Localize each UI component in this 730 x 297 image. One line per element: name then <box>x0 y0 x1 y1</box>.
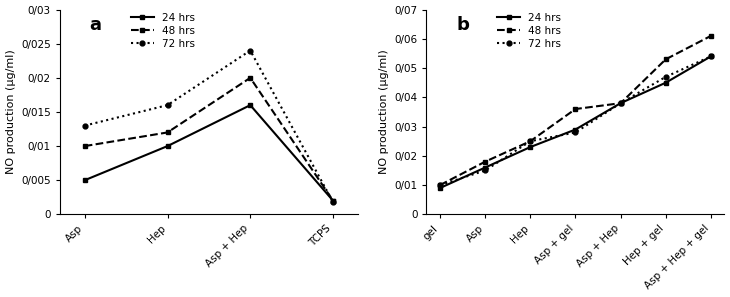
Line: 24 hrs: 24 hrs <box>437 54 713 190</box>
48 hrs <box>80 144 89 148</box>
Legend: 24 hrs, 48 hrs, 72 hrs: 24 hrs, 48 hrs, 72 hrs <box>131 13 195 49</box>
72 hrs <box>526 139 534 143</box>
Line: 24 hrs: 24 hrs <box>82 103 336 203</box>
72 hrs <box>571 131 580 134</box>
48 hrs <box>246 76 255 80</box>
Y-axis label: NO production (μg/ml): NO production (μg/ml) <box>6 50 15 174</box>
24 hrs <box>616 101 625 105</box>
Text: a: a <box>90 16 101 34</box>
72 hrs <box>246 49 255 52</box>
Line: 72 hrs: 72 hrs <box>437 54 713 187</box>
24 hrs <box>246 103 255 107</box>
48 hrs <box>328 199 337 203</box>
72 hrs <box>481 169 490 172</box>
72 hrs <box>616 101 625 105</box>
24 hrs <box>163 144 172 148</box>
72 hrs <box>80 124 89 127</box>
48 hrs <box>571 107 580 111</box>
72 hrs <box>328 200 337 204</box>
24 hrs <box>707 55 715 58</box>
48 hrs <box>707 34 715 38</box>
Text: b: b <box>456 16 469 34</box>
48 hrs <box>436 183 445 187</box>
24 hrs <box>328 199 337 203</box>
24 hrs <box>436 186 445 190</box>
48 hrs <box>661 58 670 61</box>
24 hrs <box>526 145 534 149</box>
Legend: 24 hrs, 48 hrs, 72 hrs: 24 hrs, 48 hrs, 72 hrs <box>497 13 561 49</box>
48 hrs <box>616 101 625 105</box>
24 hrs <box>481 166 490 169</box>
24 hrs <box>80 178 89 182</box>
72 hrs <box>707 55 715 58</box>
72 hrs <box>661 75 670 79</box>
48 hrs <box>526 139 534 143</box>
Y-axis label: NO production (μg/ml): NO production (μg/ml) <box>379 50 389 174</box>
Line: 48 hrs: 48 hrs <box>437 34 713 187</box>
24 hrs <box>661 81 670 84</box>
72 hrs <box>436 183 445 187</box>
48 hrs <box>481 160 490 163</box>
24 hrs <box>571 128 580 131</box>
72 hrs <box>163 103 172 107</box>
48 hrs <box>163 131 172 134</box>
Line: 48 hrs: 48 hrs <box>82 75 336 203</box>
Line: 72 hrs: 72 hrs <box>82 48 336 205</box>
